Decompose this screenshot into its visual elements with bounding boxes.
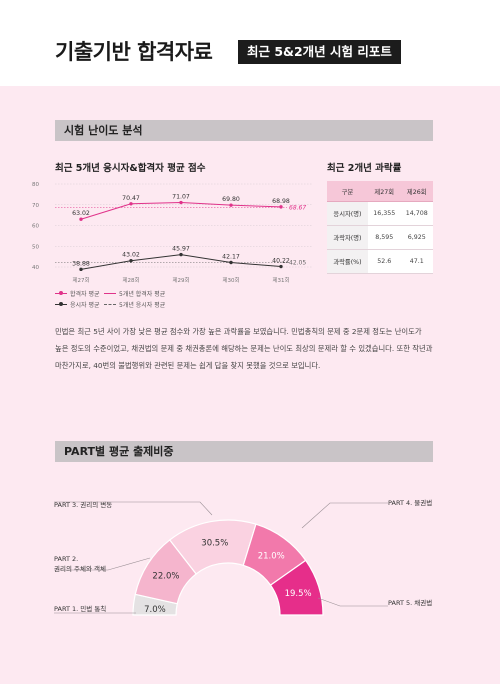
data-label: 40.22 [272, 258, 290, 265]
table-cell: 과락률(%) [327, 249, 368, 274]
part2-label-line1: PART 2. [54, 555, 79, 563]
series-line [80, 202, 282, 220]
table-cell: 응시자(명) [327, 201, 368, 226]
data-point [179, 252, 183, 257]
x-tick-label: 제29회 [172, 276, 189, 284]
table-cell: 과락자(명) [327, 225, 368, 250]
part2-label: PART 2. 권리의 주체와 객체 [54, 554, 106, 574]
data-point [279, 205, 283, 209]
table-header-row: 구분 제27회 제26회 [327, 181, 433, 202]
y-tick-label: 50 [32, 244, 39, 250]
data-point [79, 267, 83, 272]
legend-swatch-gray-line [104, 304, 116, 305]
table-cell: 6,925 [400, 225, 433, 250]
slice-value-label: 21.0% [258, 552, 285, 562]
x-tick-label: 제28회 [122, 276, 139, 284]
slice-value-label: 19.5% [285, 589, 312, 599]
legend-swatch-dark [55, 302, 67, 307]
analysis-description: 민법은 최근 5년 사이 가장 낮은 평균 점수와 가장 높은 과락률을 보였습… [55, 327, 433, 370]
legend-label: 응시자 평균 [70, 302, 100, 309]
line-chart-title: 최근 5개년 응시자&합격자 평균 점수 [55, 163, 206, 174]
table-header-cell: 제27회 [367, 181, 401, 202]
data-label: 70.47 [122, 195, 140, 202]
data-label: 71.07 [172, 194, 190, 201]
y-tick-label: 80 [32, 182, 39, 188]
x-tick-label: 제27회 [72, 276, 89, 284]
legend-swatch-pink [55, 291, 67, 296]
reference-label: 42.05 [289, 260, 306, 267]
data-point [279, 264, 283, 269]
data-label: 42.17 [222, 253, 240, 260]
legend-item-app-avg: 응시자 평균 [55, 300, 100, 309]
x-tick-label: 제30회 [222, 276, 239, 284]
y-tick-label: 70 [32, 203, 39, 209]
legend-item-app-5yr: 5개년 응시자 평균 [104, 300, 165, 309]
y-tick-label: 60 [32, 224, 39, 230]
data-label: 68.98 [272, 198, 290, 205]
part5-label: PART 5. 채권법 [388, 599, 433, 607]
page-header: 기출기반 합격자료 최근 5&2개년 시험 리포트 [0, 0, 500, 86]
part4-label: PART 4. 물권법 [388, 499, 433, 507]
leader-line [54, 501, 213, 516]
legend-swatch-pink-line [104, 293, 116, 294]
leader-line [54, 557, 151, 571]
table-header-cell: 제26회 [400, 181, 433, 202]
table-row: 과락자(명) 8,595 6,925 [327, 225, 433, 250]
data-point [229, 203, 233, 207]
table-cell: 14,708 [400, 201, 433, 226]
data-point [229, 260, 233, 265]
reference-label: 68.67 [289, 205, 306, 212]
data-point [129, 259, 133, 263]
y-tick-label: 40 [32, 265, 39, 271]
donut-slice [269, 559, 324, 616]
data-label: 69.80 [222, 196, 240, 203]
x-tick-label: 제31회 [272, 276, 289, 284]
line-chart: 40 50 60 70 80 68.67 42.05 63.02 70.47 71.07 69.80… [32, 182, 312, 284]
table-cell: 16,355 [367, 201, 401, 226]
data-label: 63.02 [72, 210, 90, 217]
title-badge: 최근 5&2개년 시험 리포트 [238, 40, 401, 64]
slice-value-label: 7.0% [144, 605, 166, 615]
legend-label: 5개년 응시자 평균 [119, 302, 166, 309]
data-point [129, 202, 133, 206]
fail-rate-table: 구분 제27회 제26회 응시자(명) 16,355 14,708 과락자(명)… [327, 181, 433, 274]
table-cell: 52.6 [367, 249, 401, 274]
part-ratio-chart: 7.0% 22.0% 30.5% 21.0% 19.5% [54, 501, 388, 616]
section-title-difficulty: 시험 난이도 분석 [55, 120, 433, 141]
part2-label-line2: 권리의 주체와 객체 [54, 565, 106, 573]
table-cell: 8,595 [367, 225, 401, 250]
legend-item-pass-avg: 합격자 평균 [55, 289, 100, 298]
leader-line [317, 597, 388, 607]
data-label: 43.02 [122, 252, 140, 259]
data-point [179, 200, 183, 205]
table-cell: 47.1 [400, 249, 433, 274]
table-header-cell: 구분 [327, 181, 368, 202]
data-point [79, 217, 83, 221]
table-title: 최근 2개년 과락률 [327, 163, 402, 174]
slice-value-label: 30.5% [201, 539, 228, 549]
data-label: 45.97 [172, 246, 190, 253]
legend-item-pass-5yr: 5개년 합격자 평균 [104, 289, 165, 298]
part1-label: PART 1. 민법 통칙 [54, 605, 107, 613]
page-title: 기출기반 합격자료 [55, 40, 213, 64]
section-title-part-ratio: PART별 평균 출제비중 [55, 441, 433, 462]
table-row: 응시자(명) 16,355 14,708 [327, 201, 433, 226]
legend-label: 5개년 합격자 평균 [119, 291, 166, 298]
table-row: 과락률(%) 52.6 47.1 [327, 249, 433, 274]
part3-label: PART 3. 권리의 변동 [54, 501, 113, 509]
leader-line [301, 502, 388, 529]
legend-label: 합격자 평균 [70, 291, 100, 298]
slice-value-label: 22.0% [152, 572, 179, 582]
data-label: 38.88 [72, 260, 90, 267]
